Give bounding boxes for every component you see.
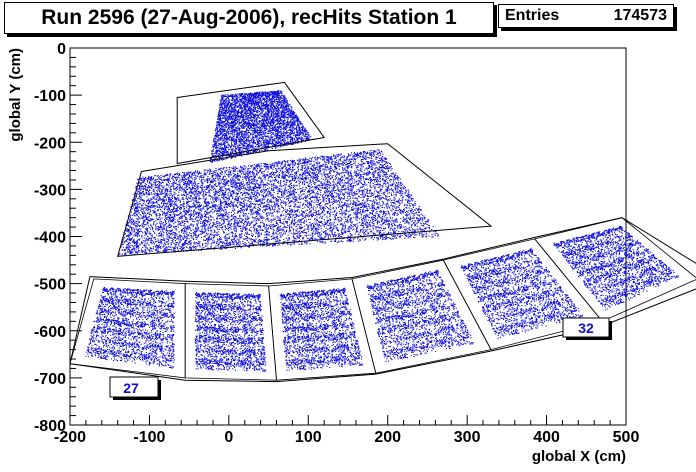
x-tick-label: 400 xyxy=(533,429,560,446)
x-tick-label: 500 xyxy=(613,429,640,446)
hit-cluster xyxy=(366,269,474,363)
chamber-outline xyxy=(176,81,326,165)
x-tick-label: -100 xyxy=(133,429,165,446)
y-tick-label: 0 xyxy=(57,41,66,58)
chamber-outline xyxy=(117,143,493,257)
chamber-outline xyxy=(533,217,696,322)
y-tick-label: -200 xyxy=(34,135,66,152)
y-tick-label: -300 xyxy=(34,182,66,199)
x-tick-label: 0 xyxy=(224,429,233,446)
hit-cluster xyxy=(279,287,364,371)
axis-ticks: -200 -100 0 100 200 300 400 500 0 -100 -200 -300 -40… xyxy=(34,41,639,446)
chamber-label-32-text: 32 xyxy=(578,320,594,336)
hit-cluster xyxy=(209,90,313,164)
chamber-outlines xyxy=(69,81,696,383)
x-tick-label: -200 xyxy=(54,429,86,446)
plot-title: Run 2596 (27-Aug-2006), recHits Station … xyxy=(4,2,494,34)
y-tick-label: -700 xyxy=(34,371,66,388)
stats-box: Entries 174573 xyxy=(498,4,674,28)
chamber-label-27: 27 xyxy=(109,376,161,400)
hit-cluster xyxy=(118,149,439,256)
chamber-label-32: 32 xyxy=(562,317,612,340)
y-tick-label: -400 xyxy=(34,230,66,247)
hit-cluster xyxy=(194,292,267,372)
y-tick-label: -500 xyxy=(34,277,66,294)
stats-entries-value: 174573 xyxy=(613,7,667,24)
y-tick-label: -100 xyxy=(34,88,66,105)
x-axis-title: global X (cm) xyxy=(532,448,626,465)
chamber-outline xyxy=(69,217,696,383)
x-tick-label: 300 xyxy=(454,429,481,446)
x-tick-label: 200 xyxy=(374,429,401,446)
hit-cluster xyxy=(85,287,175,369)
y-axis-title: global Y (cm) xyxy=(7,48,24,142)
x-tick-label: 100 xyxy=(295,429,322,446)
stats-entries-label: Entries xyxy=(505,7,560,24)
y-tick-label: -600 xyxy=(34,324,66,341)
chamber-label-27-text: 27 xyxy=(123,380,139,396)
hit-cluster xyxy=(553,225,679,311)
hit-cluster xyxy=(460,248,583,339)
y-tick-label: -800 xyxy=(34,418,66,435)
hit-points xyxy=(85,90,679,372)
